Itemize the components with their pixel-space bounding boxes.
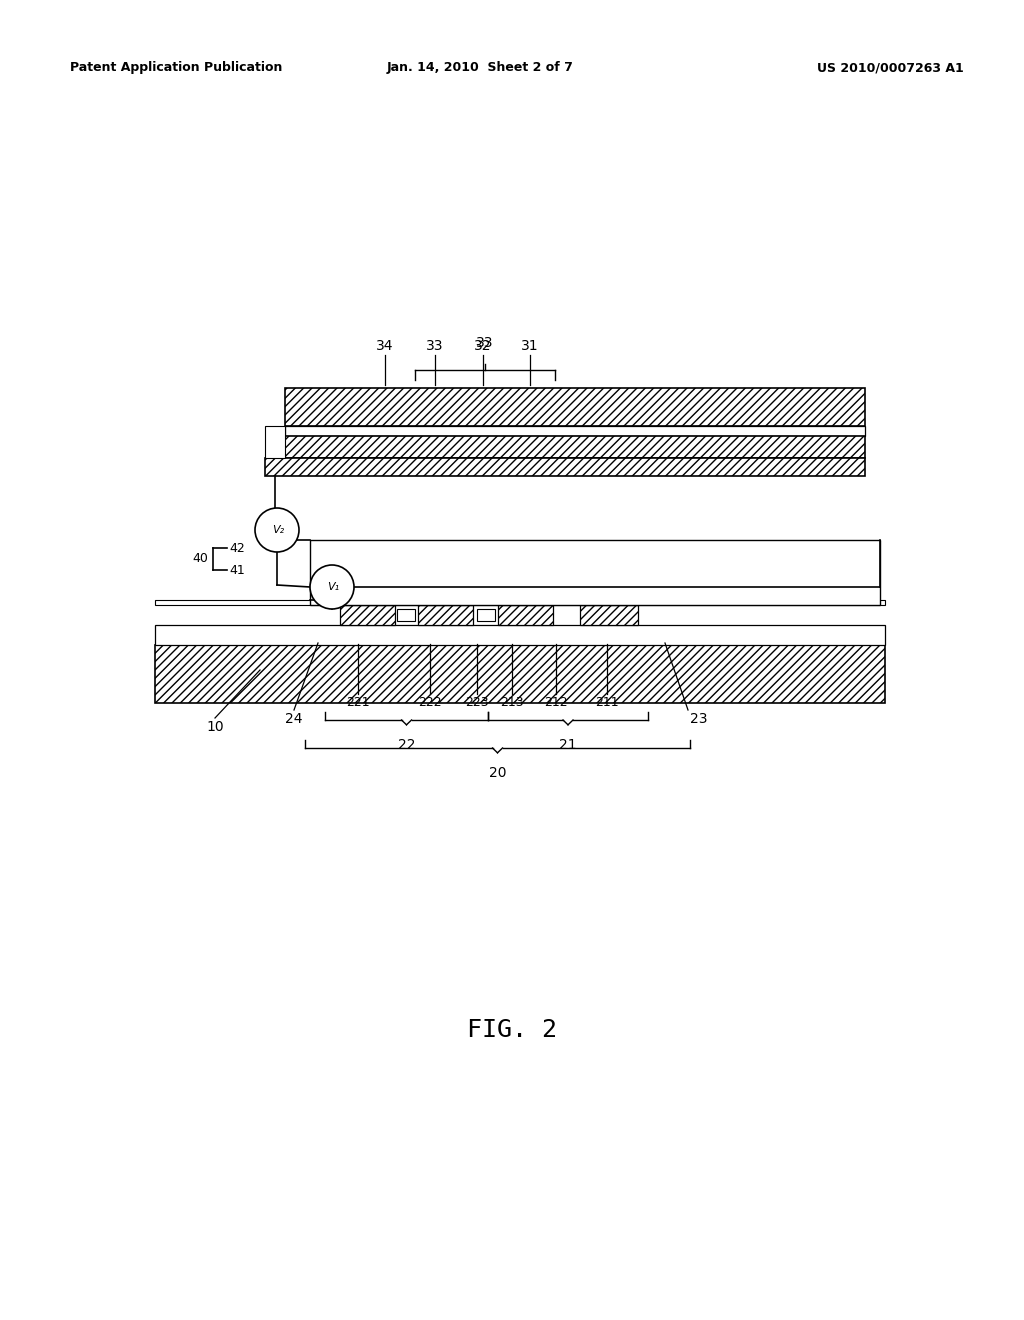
Text: US 2010/0007263 A1: US 2010/0007263 A1 [816, 62, 964, 74]
Text: 42: 42 [229, 541, 245, 554]
Text: 31: 31 [521, 339, 539, 352]
Text: 211: 211 [595, 696, 618, 709]
Bar [498, 605, 553, 624]
Text: 34: 34 [376, 339, 394, 352]
Text: 40: 40 [193, 553, 208, 565]
Text: 221: 221 [346, 696, 370, 709]
Bar [580, 605, 638, 624]
Bar [265, 458, 865, 477]
Text: 24: 24 [286, 711, 303, 726]
Circle shape [255, 508, 299, 552]
Bar [418, 605, 473, 624]
Text: Patent Application Publication: Patent Application Publication [70, 62, 283, 74]
Bar [285, 436, 865, 458]
Text: 222: 222 [418, 696, 441, 709]
Bar [310, 540, 880, 605]
Bar [155, 601, 885, 605]
Text: 213: 213 [500, 696, 524, 709]
Text: 21: 21 [559, 738, 577, 752]
Text: 10: 10 [206, 719, 224, 734]
Text: 20: 20 [488, 766, 506, 780]
Text: 212: 212 [544, 696, 568, 709]
Bar [265, 426, 285, 458]
Text: V₁: V₁ [327, 582, 339, 591]
Bar [285, 426, 865, 436]
Text: 223: 223 [465, 696, 488, 709]
Text: 23: 23 [690, 711, 708, 726]
Text: 22: 22 [397, 738, 416, 752]
Circle shape [310, 565, 354, 609]
Text: 33: 33 [426, 339, 443, 352]
Text: 33: 33 [476, 337, 494, 350]
Text: Jan. 14, 2010  Sheet 2 of 7: Jan. 14, 2010 Sheet 2 of 7 [387, 62, 573, 74]
Text: V₂: V₂ [272, 525, 284, 535]
Text: 41: 41 [229, 564, 245, 577]
Bar [285, 388, 865, 426]
Bar [155, 624, 885, 645]
Bar [155, 645, 885, 704]
Bar [397, 609, 415, 620]
Text: FIG. 2: FIG. 2 [467, 1018, 557, 1041]
Bar [340, 605, 395, 624]
Text: 32: 32 [474, 339, 492, 352]
Bar [477, 609, 495, 620]
